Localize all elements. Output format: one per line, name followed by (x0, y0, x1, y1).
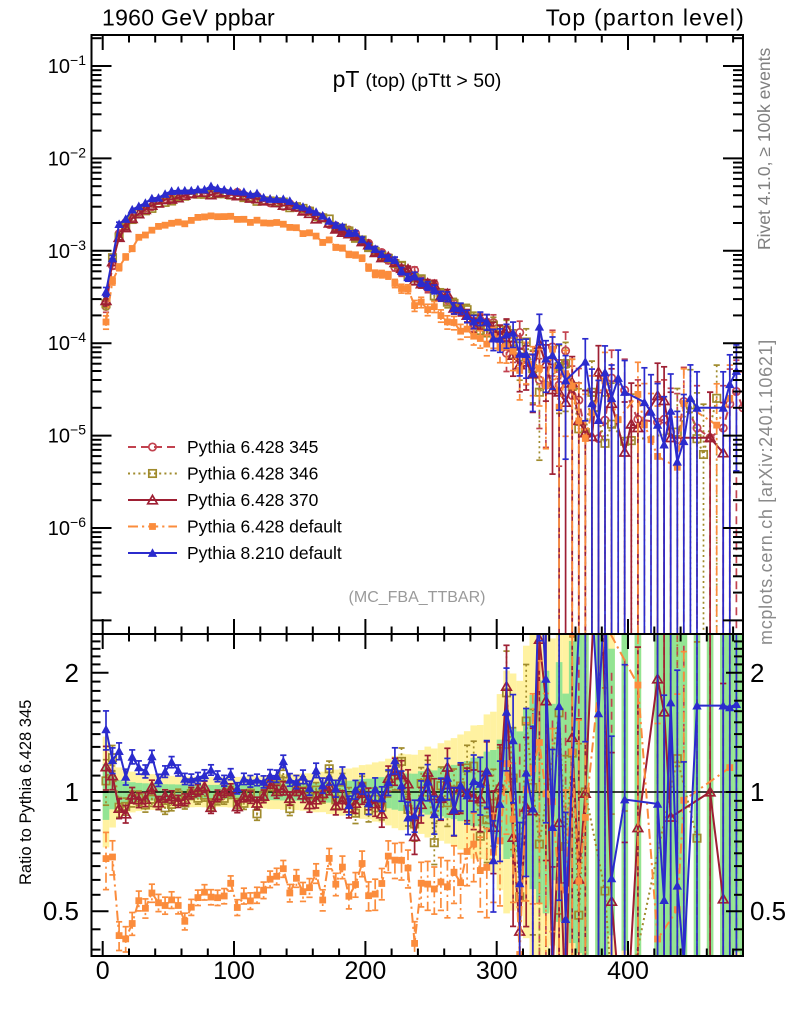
svg-text:0.5: 0.5 (43, 896, 79, 926)
svg-text:Pythia 6.428 346: Pythia 6.428 346 (187, 464, 318, 484)
svg-text:pT (top) (pTtt > 50): pT (top) (pTtt > 50) (333, 66, 502, 92)
svg-text:10−6: 10−6 (48, 514, 86, 540)
svg-text:1: 1 (65, 777, 79, 807)
svg-text:Pythia 8.210 default: Pythia 8.210 default (187, 543, 342, 563)
svg-text:0.5: 0.5 (750, 896, 786, 926)
svg-text:1960 GeV ppbar: 1960 GeV ppbar (102, 5, 275, 31)
svg-text:Rivet 4.1.0, ≥ 100k events: Rivet 4.1.0, ≥ 100k events (754, 48, 774, 250)
svg-text:Pythia 6.428 345: Pythia 6.428 345 (187, 437, 318, 457)
svg-text:2: 2 (750, 658, 764, 688)
svg-text:0: 0 (96, 957, 110, 985)
svg-text:(MC_FBA_TTBAR): (MC_FBA_TTBAR) (349, 589, 486, 606)
svg-text:Pythia 6.428 default: Pythia 6.428 default (187, 517, 342, 537)
svg-text:mcplots.cern.ch [arXiv:2401.10: mcplots.cern.ch [arXiv:2401.10621] (756, 339, 776, 645)
svg-text:Pythia 6.428 370: Pythia 6.428 370 (187, 490, 319, 510)
svg-text:100: 100 (213, 957, 255, 985)
svg-text:2: 2 (65, 658, 79, 688)
svg-text:10−1: 10−1 (48, 52, 86, 78)
svg-text:300: 300 (476, 957, 518, 985)
svg-text:400: 400 (607, 957, 649, 985)
svg-text:1: 1 (750, 777, 764, 807)
svg-text:Ratio to Pythia 6.428 345: Ratio to Pythia 6.428 345 (17, 700, 35, 885)
svg-text:200: 200 (345, 957, 387, 985)
svg-text:Top (parton level): Top (parton level) (546, 5, 745, 31)
